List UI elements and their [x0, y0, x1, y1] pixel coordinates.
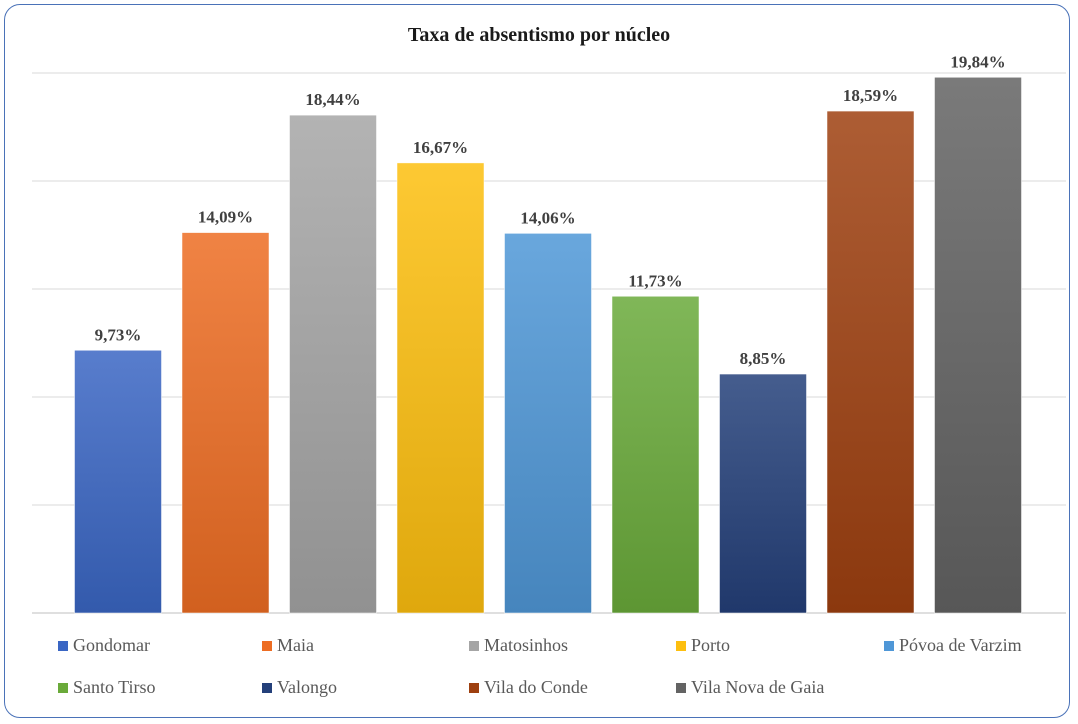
data-label: 18,59% [843, 86, 898, 105]
bar-porto [396, 162, 485, 614]
bar-vila-do-conde [826, 110, 915, 614]
chart-title: Taxa de absentismo por núcleo [407, 24, 671, 46]
bar-valongo [719, 373, 807, 614]
data-label: 18,44% [305, 90, 360, 109]
bar-matosinhos [289, 114, 377, 614]
data-label: 14,06% [520, 208, 575, 227]
data-label: 19,84% [950, 52, 1005, 71]
data-label: 9,73% [95, 325, 142, 344]
bar-póvoa-de-varzim [504, 233, 592, 614]
bar-gondomar [74, 350, 162, 614]
data-label: 14,09% [198, 208, 253, 227]
bar-maia [181, 232, 270, 614]
data-label: 16,67% [413, 138, 468, 157]
bar-santo-tirso [611, 296, 700, 614]
data-label: 8,85% [740, 349, 787, 368]
bar-vila-nova-de-gaia [934, 77, 1022, 614]
data-label: 11,73% [628, 271, 682, 290]
